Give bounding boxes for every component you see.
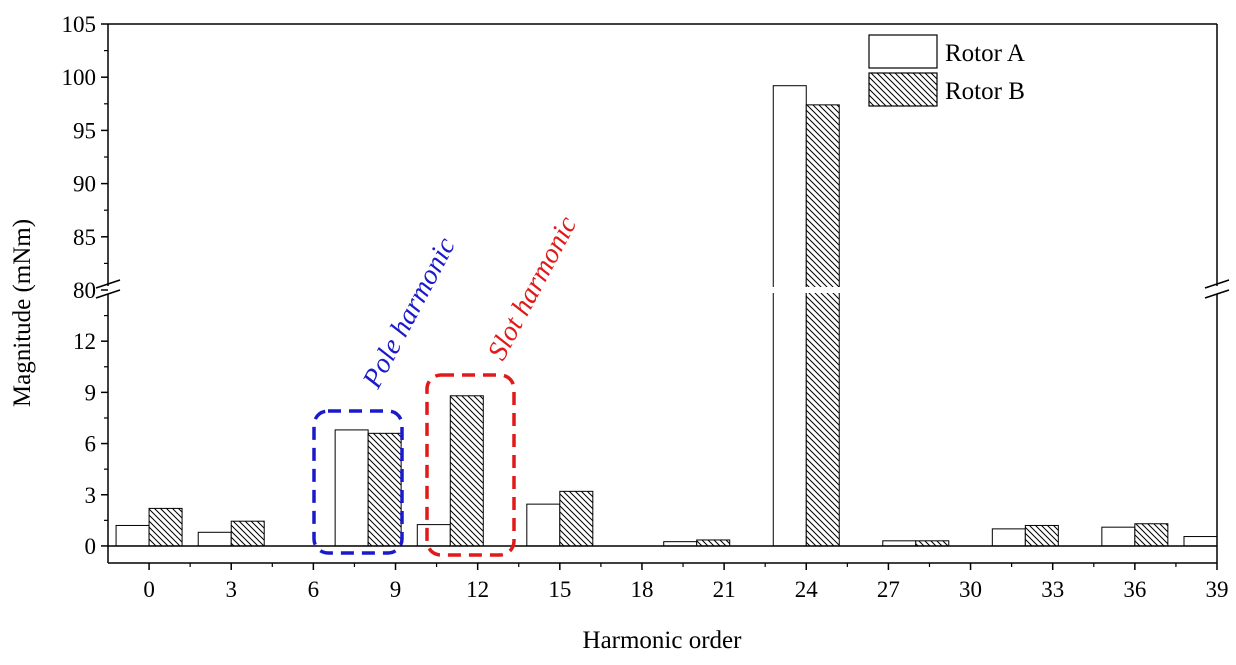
axis-break-marker-left: [95, 279, 121, 299]
x-tick-label-30: 30: [959, 577, 982, 602]
bar-rotor-b-h24: [805, 104, 840, 547]
x-tick-label-12: 12: [466, 577, 489, 602]
x-tick-label-24: 24: [795, 577, 819, 602]
y-tick-label-3: 3: [85, 483, 97, 508]
legend: Rotor A Rotor B: [868, 34, 1025, 107]
bar-rotor-a-h32: [991, 528, 1026, 547]
x-axis-title: Harmonic order: [583, 627, 743, 654]
x-tick-label-6: 6: [308, 577, 320, 602]
x-tick-label-0: 0: [143, 577, 155, 602]
x-tick-label-27: 27: [877, 577, 900, 602]
bar-rotor-b-h32: [1024, 524, 1059, 547]
pole-harmonic-box: [312, 409, 404, 555]
pole-harmonic-label: Pole harmonic: [356, 232, 462, 394]
bar-rotor-a-h36: [1101, 526, 1136, 547]
x-tick-label-33: 33: [1041, 577, 1064, 602]
bar-rotor-a-h3: [197, 531, 232, 547]
x-tick-label-3: 3: [225, 577, 237, 602]
y-tick-label-6: 6: [85, 432, 97, 457]
legend-label-rotor-a: Rotor A: [945, 40, 1025, 67]
bar-rotor-b-h0: [148, 507, 183, 547]
y-tick-label-90: 90: [73, 172, 96, 197]
bar-rotor-b-h36: [1134, 523, 1169, 547]
x-tick-label-15: 15: [548, 577, 571, 602]
x-tick-label-9: 9: [390, 577, 402, 602]
x-tick-label-36: 36: [1123, 577, 1146, 602]
y-tick-label-12: 12: [73, 329, 96, 354]
y-tick-label-85: 85: [73, 225, 96, 250]
legend-label-rotor-b: Rotor B: [945, 78, 1025, 105]
bar-rotor-a-h15: [526, 503, 561, 547]
slot-harmonic-box: [425, 373, 516, 557]
bar-rotor-a-h24: [772, 85, 807, 547]
x-tick-label-39: 39: [1206, 577, 1229, 602]
bar-rotor-a-h28: [882, 540, 917, 547]
bar-rotor-a-h11: [416, 524, 451, 547]
bar-rotor-b-h11: [449, 395, 484, 547]
bar-rotor-a-h39: [1183, 536, 1218, 547]
bar-rotor-b-h8: [367, 432, 402, 547]
y-tick-label-9: 9: [85, 380, 97, 405]
y-tick-label-0: 0: [85, 534, 97, 559]
axis-break-marker-right: [1204, 279, 1230, 299]
y-tick-label-95: 95: [73, 118, 96, 143]
bar-rotor-b-h15: [559, 490, 594, 547]
y-tick-label-105: 105: [62, 12, 97, 37]
x-tick-label-21: 21: [713, 577, 736, 602]
axis-break-gap: [109, 287, 1216, 293]
bar-rotor-b-h20: [696, 539, 731, 547]
y-tick-label-80: 80: [73, 278, 96, 303]
bar-rotor-b-h3: [230, 520, 265, 547]
legend-swatch-rotor-a: [868, 34, 938, 69]
x-tick-label-18: 18: [630, 577, 653, 602]
y-axis-title: Magnitude (mNm): [9, 219, 36, 407]
y-tick-label-100: 100: [62, 65, 97, 90]
bar-rotor-a-h8: [334, 429, 369, 547]
bar-rotor-a-h0: [115, 524, 150, 547]
bar-rotor-b-h28: [915, 540, 950, 547]
legend-swatch-rotor-b: [868, 72, 938, 107]
